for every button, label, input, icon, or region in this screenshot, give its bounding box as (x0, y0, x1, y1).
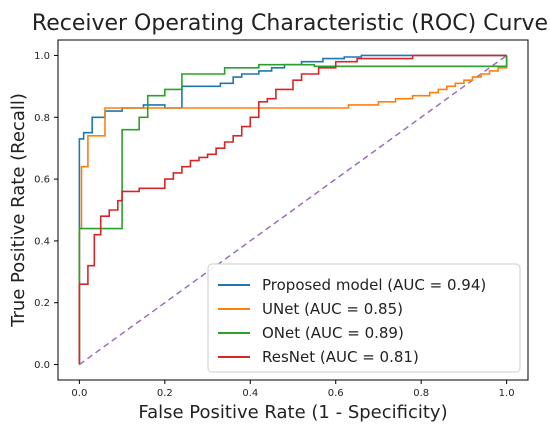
legend-label-0: Proposed model (AUC = 0.94) (262, 276, 486, 294)
x-tick-label: 0.4 (242, 388, 258, 399)
legend-box (207, 263, 521, 373)
random-classifier-line (78, 54, 508, 366)
plot-frame (57, 39, 529, 381)
legend-label-1: UNet (AUC = 0.85) (262, 300, 403, 318)
y-axis-label: True Positive Rate (Recall) (8, 93, 29, 328)
series-line-1 (78, 55, 508, 365)
y-tick-label: 0.4 (34, 236, 50, 247)
y-tick-label: 0.6 (34, 175, 50, 186)
legend-label-3: ResNet (AUC = 0.81) (262, 348, 419, 366)
y-tick-label: 0.8 (34, 113, 50, 124)
series-line-3 (78, 54, 507, 365)
x-tick-label: 0.2 (157, 388, 173, 399)
x-tick-label: 0.0 (71, 388, 87, 399)
x-tick-label: 0.8 (413, 388, 429, 399)
series-line-2 (78, 55, 508, 365)
x-axis-label: False Positive Rate (1 - Specificity) (138, 402, 447, 423)
legend: Proposed model (AUC = 0.94) UNet (AUC = 0… (207, 263, 521, 373)
y-tick-label: 0.2 (34, 298, 50, 309)
plot-area (78, 54, 508, 366)
y-tick-label: 0.0 (34, 360, 50, 371)
chart-title: Receiver Operating Characteristic (ROC) … (32, 11, 548, 36)
y-axis-ticks: 0.0 0.2 0.4 0.6 0.8 1.0 (34, 51, 58, 371)
x-tick-label: 1.0 (499, 388, 515, 399)
x-axis-ticks: 0.0 0.2 0.4 0.6 0.8 1.0 (71, 380, 515, 399)
x-tick-label: 0.6 (328, 388, 344, 399)
legend-label-2: ONet (AUC = 0.89) (262, 324, 404, 342)
y-tick-label: 1.0 (34, 51, 50, 62)
